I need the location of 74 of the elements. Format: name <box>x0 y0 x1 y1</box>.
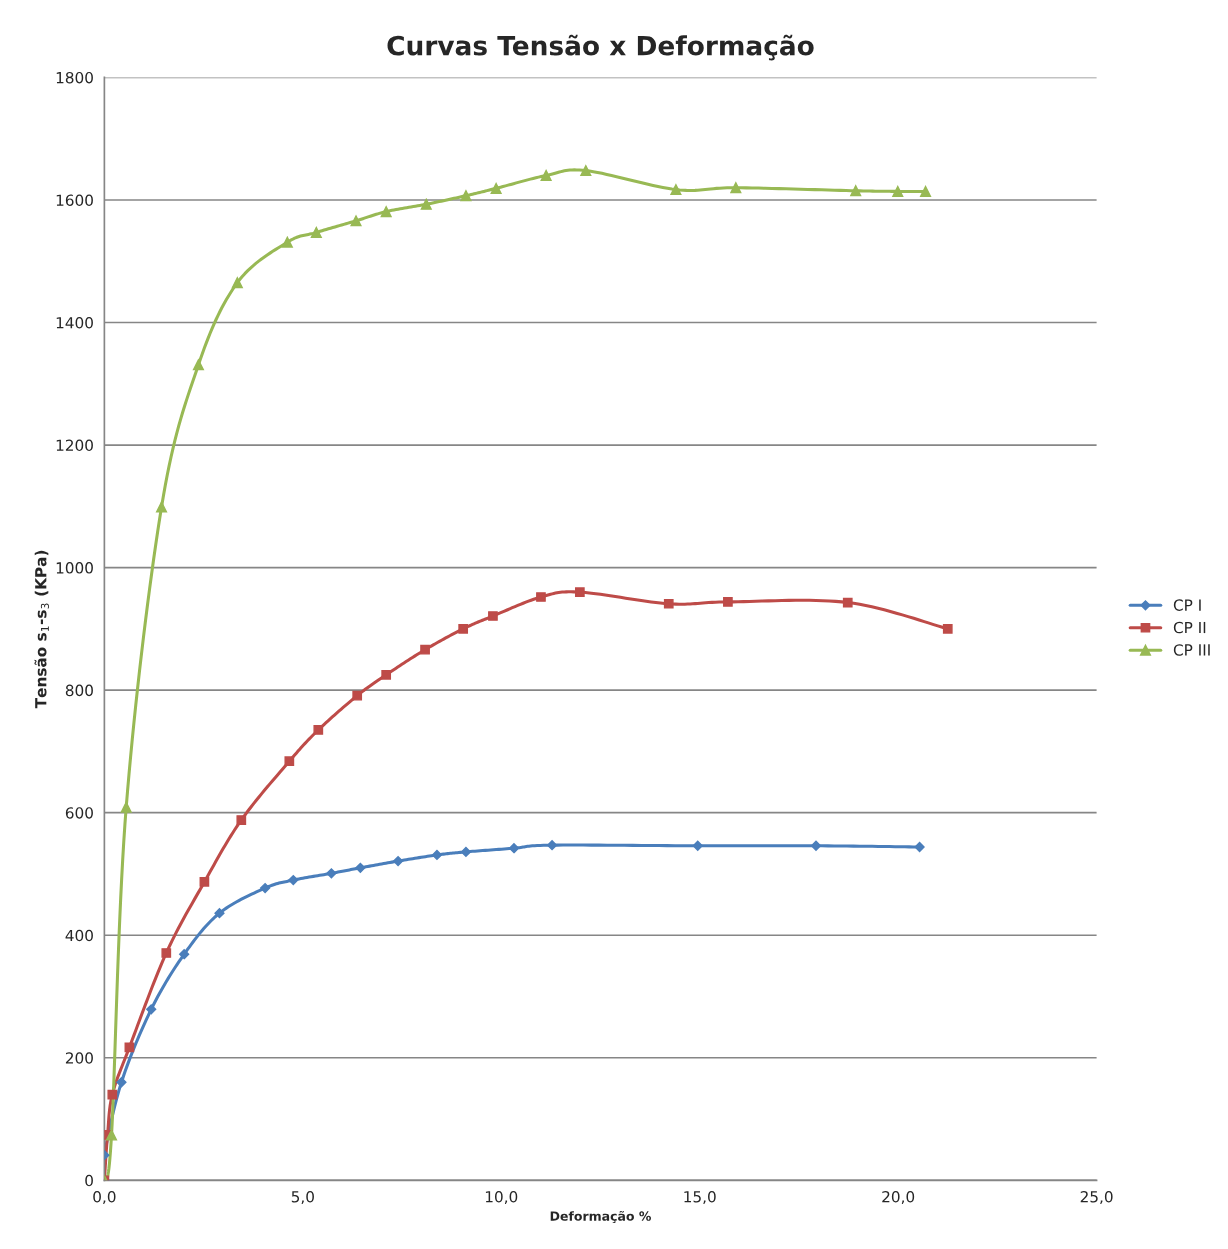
point <box>420 198 432 210</box>
point <box>381 669 392 680</box>
point <box>842 597 853 608</box>
point <box>281 236 293 248</box>
y-axis-title: Tensão s$_{1}$-s$_{3}$ (KPa) <box>34 550 49 709</box>
legend-label: CP III <box>1173 644 1210 656</box>
point <box>146 1004 157 1015</box>
point <box>214 908 225 919</box>
point <box>546 840 558 851</box>
point <box>810 840 822 851</box>
point <box>260 882 271 894</box>
point <box>179 949 190 960</box>
point <box>730 182 742 194</box>
x-tick-label: 5,0 <box>291 1190 314 1205</box>
point <box>352 690 363 701</box>
y-tick-label: 200 <box>65 1052 93 1064</box>
point <box>105 1129 118 1141</box>
point <box>488 611 498 621</box>
point <box>199 877 210 887</box>
y-tick-label: 400 <box>65 929 93 942</box>
point <box>236 815 247 825</box>
point <box>692 840 703 851</box>
point <box>914 841 925 853</box>
point <box>288 874 299 886</box>
point <box>124 1042 135 1053</box>
point <box>116 1077 127 1088</box>
point <box>231 277 243 289</box>
legend-label: CP I <box>1173 599 1201 611</box>
point <box>120 801 132 813</box>
y-tick-label: 0 <box>85 1174 93 1187</box>
chart-title: Curvas Tensão x Deformação <box>387 34 814 61</box>
point <box>107 1089 118 1100</box>
x-tick-label: 15,0 <box>684 1190 716 1205</box>
point <box>380 206 392 218</box>
point <box>536 592 546 602</box>
point <box>850 185 862 197</box>
y-tick-label: 1800 <box>56 71 93 84</box>
point <box>663 598 674 609</box>
point <box>161 948 172 958</box>
y-tick-label: 1000 <box>56 562 93 574</box>
point <box>431 849 443 861</box>
point <box>420 644 430 655</box>
point <box>310 226 322 239</box>
point <box>460 846 472 858</box>
point <box>313 725 324 735</box>
y-tick-label: 1600 <box>56 194 93 206</box>
point <box>460 190 472 202</box>
point <box>892 185 904 197</box>
point <box>326 868 337 879</box>
y-tick-label: 600 <box>65 807 93 819</box>
x-tick-label: 20,0 <box>882 1190 915 1205</box>
point <box>458 624 469 634</box>
point <box>540 169 552 182</box>
x-tick-label: 0,0 <box>93 1190 116 1205</box>
x-tick-label: 10,0 <box>485 1190 518 1205</box>
point <box>942 624 953 634</box>
point <box>490 182 502 194</box>
y-tick-label: 1400 <box>56 316 93 329</box>
point <box>392 855 404 867</box>
point <box>919 185 932 197</box>
y-tick-label: 1200 <box>56 439 93 452</box>
x-axis-title: Deformação % <box>550 1210 651 1224</box>
point <box>155 501 168 513</box>
point <box>192 359 204 371</box>
point <box>580 165 592 177</box>
point <box>355 862 366 873</box>
y-tick-label: 800 <box>65 684 93 697</box>
x-tick-label: 25,0 <box>1080 1190 1113 1205</box>
point <box>574 587 585 597</box>
point <box>350 215 362 227</box>
point <box>670 184 682 196</box>
point <box>284 756 295 767</box>
point <box>723 597 733 607</box>
legend-label: CP II <box>1173 621 1206 634</box>
